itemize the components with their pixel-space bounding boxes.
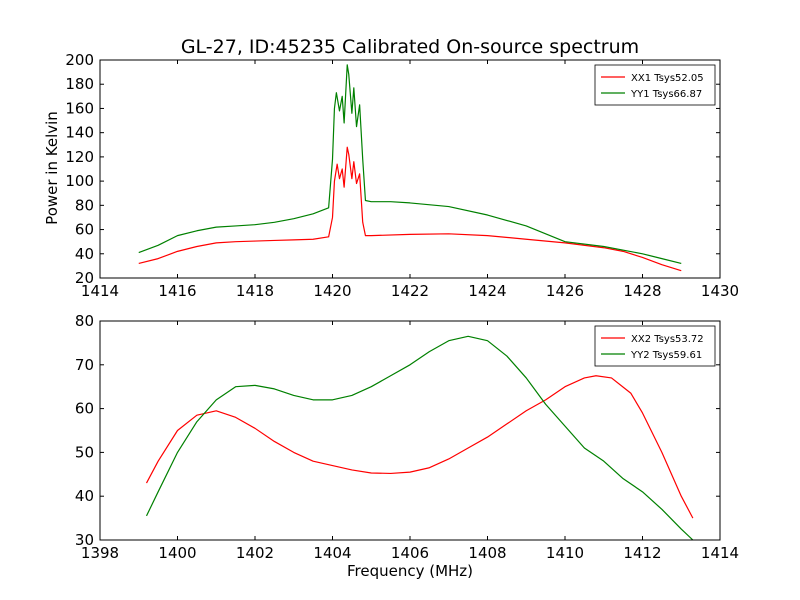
y-tick-label: 40 xyxy=(75,487,94,505)
x-tick-label: 1418 xyxy=(236,282,274,300)
series-line-yy2 xyxy=(145,335,694,540)
legend-label: YY2 Tsys59.61 xyxy=(630,350,702,361)
series-group xyxy=(138,64,682,272)
legend-label: XX2 Tsys53.72 xyxy=(631,334,704,345)
y-tick-label: 140 xyxy=(65,124,94,142)
y-tick-label: 20 xyxy=(75,269,94,287)
legend-box xyxy=(594,325,716,367)
y-tick-label: 50 xyxy=(75,443,94,461)
x-tick-label: 1416 xyxy=(158,282,196,300)
x-tick-label: 1422 xyxy=(391,282,429,300)
chart-title: GL-27, ID:45235 Calibrated On-source spe… xyxy=(181,36,639,58)
x-tick-label: 1414 xyxy=(81,282,119,300)
y-tick-label: 70 xyxy=(75,356,94,374)
x-tick-label: 1414 xyxy=(701,544,739,562)
x-tick-label: 1410 xyxy=(546,544,584,562)
series-line-yy1 xyxy=(138,64,682,265)
y-tick-label: 120 xyxy=(65,148,94,166)
legend: XX1 Tsys52.05 YY1 Tsys66.87 xyxy=(594,64,716,106)
x-tick-label: 1402 xyxy=(236,544,274,562)
series-line-xx2 xyxy=(145,375,694,519)
y-tick-label: 40 xyxy=(75,245,94,263)
y-tick-label: 100 xyxy=(65,172,94,190)
y-tick-label: 200 xyxy=(65,51,94,69)
x-tick-label: 1408 xyxy=(468,544,506,562)
series-line-xx1 xyxy=(138,146,682,272)
y-tick-label: 60 xyxy=(75,400,94,418)
y-tick-label: 160 xyxy=(65,99,94,117)
x-tick-label: 1426 xyxy=(546,282,584,300)
y-tick-label: 180 xyxy=(65,75,94,93)
series-group xyxy=(145,335,694,540)
chart-panel-2: 1398 1400 1402 1404 1406 1408 1410 1412 1414 30 40… xyxy=(75,312,739,562)
y-tick-label: 60 xyxy=(75,221,94,239)
x-tick-label: 1424 xyxy=(468,282,506,300)
chart-panel-1: 1414 1416 1418 1420 1422 1424 1426 1428 1430 20 40… xyxy=(65,51,739,300)
x-tick-label: 1412 xyxy=(623,544,661,562)
y-tick-label: 80 xyxy=(75,312,94,330)
y-axis-label: Power in Kelvin xyxy=(43,111,61,225)
x-tick-label: 1400 xyxy=(158,544,196,562)
x-tick-label: 1398 xyxy=(81,544,119,562)
x-tick-label: 1404 xyxy=(313,544,351,562)
x-tick-label: 1428 xyxy=(623,282,661,300)
legend-label: XX1 Tsys52.05 xyxy=(631,73,704,84)
legend-box xyxy=(594,64,716,106)
x-axis-label: Frequency (MHz) xyxy=(347,562,473,580)
x-tick-label: 1406 xyxy=(391,544,429,562)
x-tick-label: 1420 xyxy=(313,282,351,300)
x-tick-label: 1430 xyxy=(701,282,739,300)
legend: XX2 Tsys53.72 YY2 Tsys59.61 xyxy=(594,325,716,367)
legend-label: YY1 Tsys66.87 xyxy=(630,89,702,100)
y-tick-label: 80 xyxy=(75,196,94,214)
y-tick-label: 30 xyxy=(75,531,94,549)
